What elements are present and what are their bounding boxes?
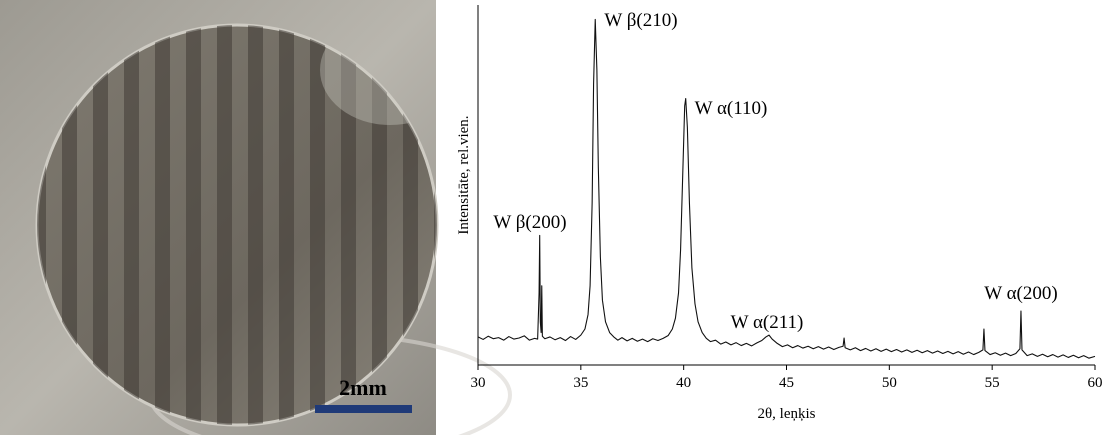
scale-bar (315, 405, 412, 413)
peak-label: W β(210) (604, 10, 677, 31)
y-axis-label: Intensitāte, rel.vien. (456, 115, 472, 234)
x-tick-label: 35 (573, 375, 588, 391)
x-tick-label: 30 (471, 375, 486, 391)
peak-label: W α(211) (731, 312, 804, 333)
x-tick-label: 45 (779, 375, 794, 391)
peak-label: W β(200) (493, 212, 566, 233)
scale-label: 2mm (339, 375, 387, 400)
x-axis-label: 2θ, leņķis (757, 406, 815, 422)
x-tick-label: 40 (676, 375, 691, 391)
chart: 30 35 40 45 50 55 60 2θ, leņķis Intensitāte, rel… (456, 5, 1103, 422)
peak-label: W α(200) (984, 283, 1057, 304)
xrd-line (477, 18, 1096, 359)
x-tick-label: 60 (1088, 375, 1103, 391)
x-tick-label: 50 (882, 375, 897, 391)
stripes (37, 25, 437, 425)
x-tick-label: 55 (985, 375, 1000, 391)
peak-label: W α(110) (695, 98, 768, 119)
photo: 2mm (0, 0, 512, 435)
